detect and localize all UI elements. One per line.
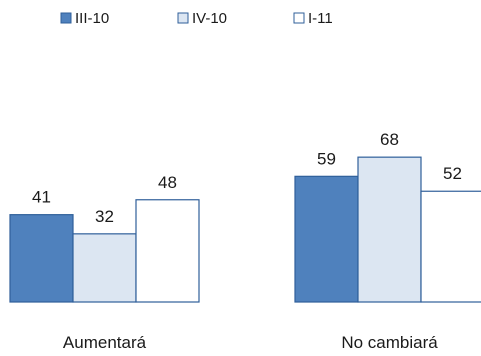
category-labels: Aumentará No cambiará <box>63 333 438 352</box>
legend-swatch-iv-10 <box>177 12 189 24</box>
bar-aumentara-i-11 <box>135 199 200 303</box>
value-label-no-cambiara-i-11: 52 <box>443 164 462 183</box>
value-label-aumentara-iii-10: 41 <box>32 188 51 207</box>
legend-label-i-11: I-11 <box>308 10 333 27</box>
category-label-no-cambiara: No cambiará <box>341 333 438 352</box>
legend-swatch-iii-10 <box>60 12 72 24</box>
legend-label-iv-10: IV-10 <box>192 10 227 27</box>
category-label-aumentara: Aumentará <box>63 333 147 352</box>
bar-aumentara-iii-10 <box>9 214 74 303</box>
value-labels: 41 32 48 59 68 52 <box>32 130 462 226</box>
bar-no-cambiara-iii-10 <box>294 175 359 303</box>
value-label-no-cambiara-iv-10: 68 <box>380 130 399 149</box>
bar-aumentara-iv-10 <box>72 233 137 303</box>
value-label-aumentara-i-11: 48 <box>158 173 177 192</box>
value-label-aumentara-iv-10: 32 <box>95 207 114 226</box>
legend: III-10 IV-10 I-11 <box>60 10 333 27</box>
bar-no-cambiara-iv-10 <box>357 156 422 303</box>
legend-swatch-i-11 <box>293 12 305 24</box>
bar-no-cambiara-i-11 <box>420 190 481 303</box>
value-label-no-cambiara-iii-10: 59 <box>317 149 336 168</box>
legend-label-iii-10: III-10 <box>75 10 109 27</box>
bars <box>9 156 481 303</box>
